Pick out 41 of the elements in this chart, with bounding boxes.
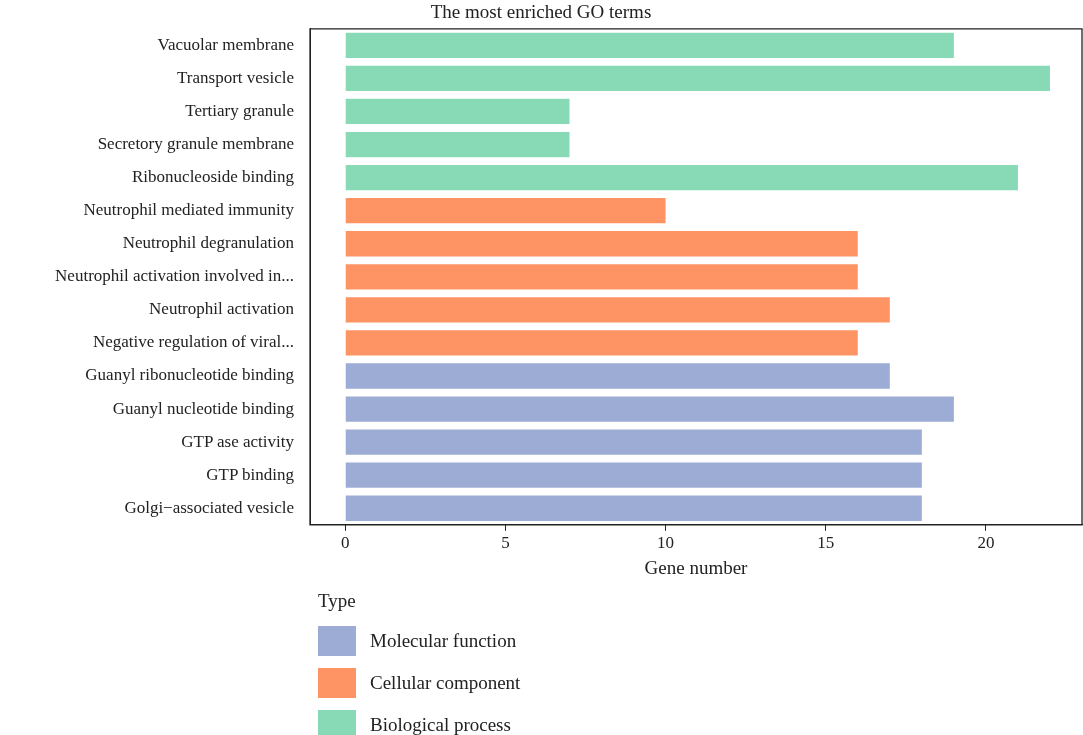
bar <box>345 363 890 389</box>
y-tick-label: Ribonucleoside binding <box>132 167 295 187</box>
y-tick-label: Neutrophil mediated immunity <box>83 200 295 220</box>
x-axis-title: Gene number <box>644 556 749 578</box>
x-tick-label: 5 <box>501 533 510 553</box>
chart-title: The most enriched GO terms <box>430 1 652 23</box>
legend-label: Cellular component <box>370 672 521 694</box>
y-tick-label: Neutrophil activation <box>149 299 295 319</box>
x-tick-label: 10 <box>657 533 675 553</box>
bar <box>345 164 1018 191</box>
bar <box>345 231 858 257</box>
y-tick-label: Guanyl nucleotide binding <box>112 398 295 418</box>
y-tick-label: Guanyl ribonucleotide binding <box>85 365 295 385</box>
bar <box>345 264 858 290</box>
bar <box>345 65 1050 92</box>
bar <box>345 198 666 224</box>
x-tick-label: 20 <box>977 533 995 553</box>
y-tick-label: Golgi−associated vesicle <box>124 497 294 517</box>
y-tick-label: Neutrophil activation involved in... <box>55 266 294 286</box>
y-tick-label: Negative regulation of viral... <box>92 332 294 352</box>
bar <box>345 396 954 422</box>
x-tick-label: 15 <box>817 533 835 553</box>
bar <box>345 98 570 125</box>
y-tick-label: Transport vesicle <box>177 67 294 87</box>
y-tick-label: Vacuolar membrane <box>157 34 294 54</box>
bar <box>345 330 858 356</box>
x-tick-label: 0 <box>340 533 350 553</box>
bar <box>345 32 954 58</box>
y-tick-label: Tertiary granule <box>185 100 294 120</box>
bar <box>345 429 922 455</box>
y-tick-label: Secretory granule membrane <box>97 134 294 153</box>
bar <box>345 297 890 323</box>
y-tick-label: GTP ase activity <box>181 431 295 451</box>
legend-label: Biological process <box>370 714 511 735</box>
legend-title: Type <box>318 590 357 612</box>
y-tick-label: GTP binding <box>206 464 295 484</box>
bar <box>345 462 922 488</box>
legend-label: Molecular function <box>370 630 517 652</box>
bar <box>345 131 570 158</box>
bar <box>345 495 922 521</box>
y-tick-label: Neutrophil degranulation <box>122 233 295 253</box>
